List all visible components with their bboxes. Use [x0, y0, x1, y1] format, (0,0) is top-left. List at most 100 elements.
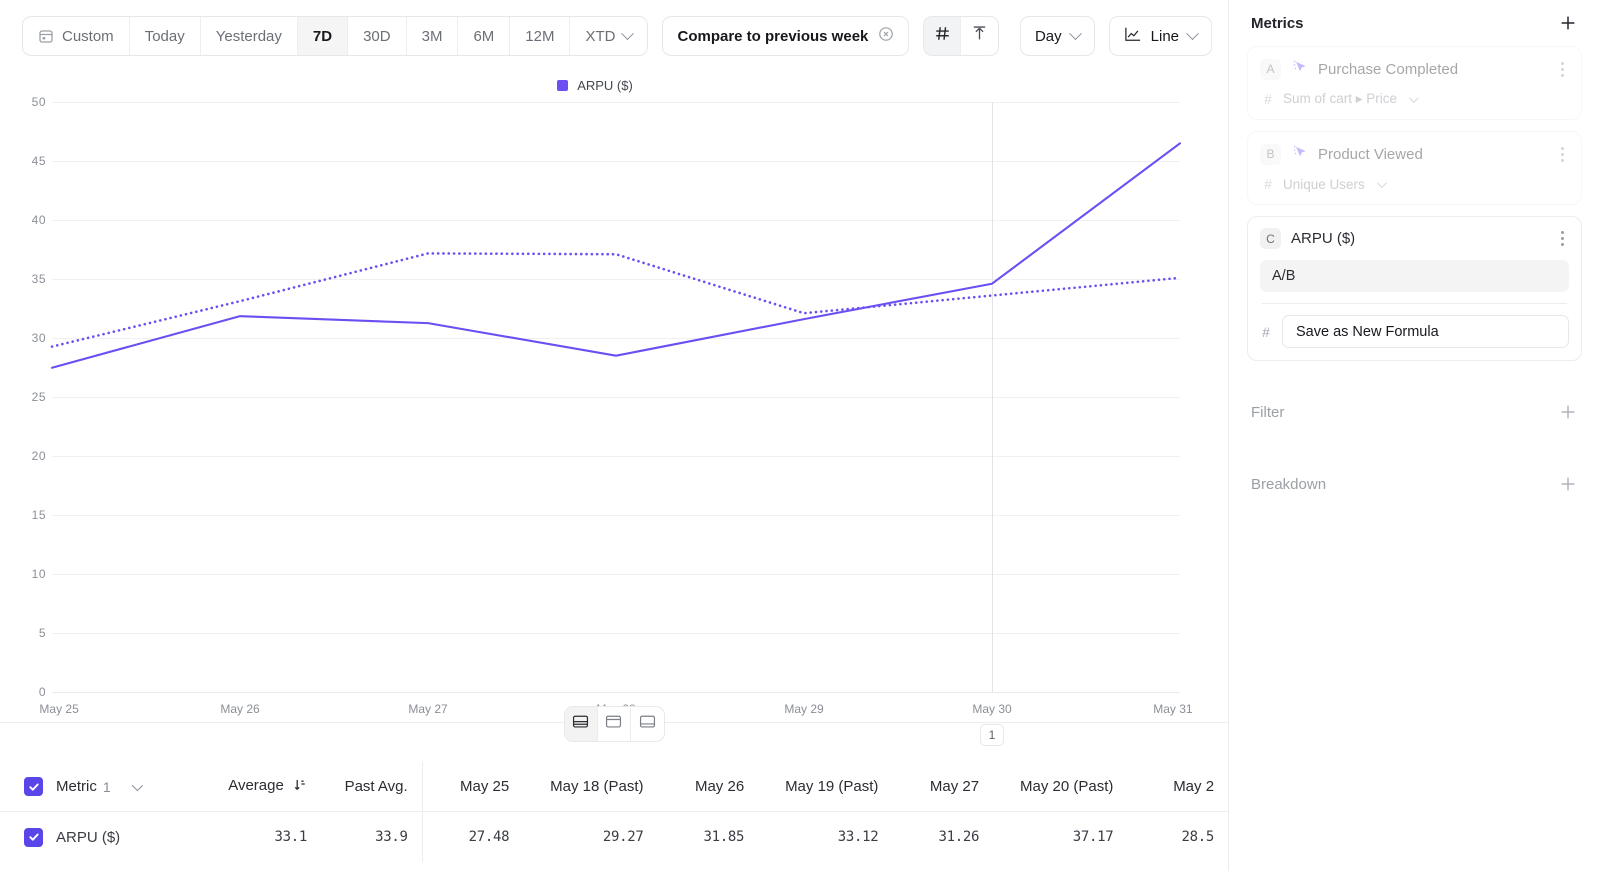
row-checkbox[interactable] [24, 827, 43, 847]
split-bottom-button[interactable] [631, 707, 664, 741]
breakdown-title: Breakdown [1251, 475, 1327, 493]
chart-plot[interactable]: 50 45 40 35 30 25 20 15 10 5 0 1 May 25 May 26 May 27 M… [32, 95, 1193, 746]
metric-card-c[interactable]: C ARPU ($) A/B # Save as New Formula [1247, 216, 1582, 361]
arrow-up-export-icon [971, 25, 988, 47]
metric-aggregation-row[interactable]: # Sum of cart ▸ Price [1260, 91, 1569, 107]
split-horizontal-button[interactable] [564, 707, 598, 741]
granularity-label: Day [1034, 27, 1062, 45]
range-12m[interactable]: 12M [510, 17, 571, 55]
metric-card-b[interactable]: B Product Viewed # Unique Users [1247, 131, 1582, 205]
header-may-25[interactable]: May 25 [460, 778, 510, 795]
select-all-checkbox[interactable] [24, 777, 43, 796]
metric-card-a[interactable]: A Purchase Completed # Sum of cart ▸ Pri… [1247, 46, 1582, 120]
formula-value: A/B [1272, 268, 1296, 284]
hash-icon: # [1264, 91, 1272, 107]
grid-view-button[interactable] [924, 17, 962, 55]
range-7d-label: 7D [312, 27, 333, 45]
chart-view-toggles[interactable] [923, 16, 1000, 56]
add-breakdown-button[interactable] [1558, 474, 1578, 494]
chevron-down-icon [1376, 177, 1387, 188]
range-30d[interactable]: 30D [348, 17, 407, 55]
x-axis-tick-label: May 29 [784, 702, 824, 716]
add-metric-button[interactable] [1558, 13, 1578, 33]
compare-chip[interactable]: Compare to previous week [662, 16, 910, 56]
range-12m-label: 12M [525, 27, 555, 45]
chevron-down-icon [1068, 26, 1082, 40]
chevron-down-icon [1186, 26, 1199, 40]
series-line-current [50, 142, 1182, 369]
y-axis-tick-label: 30 [31, 331, 46, 345]
table-header-row: Metric 1 Average Past Avg. May 25 May 18… [0, 762, 1228, 812]
calendar-icon [38, 28, 54, 44]
x-axis-tick-label: May 25 [39, 702, 79, 716]
y-axis-tick-label: 35 [31, 272, 46, 286]
table-column-divider [421, 812, 423, 862]
header-may-20-past[interactable]: May 20 (Past) [1020, 778, 1114, 795]
table-row[interactable]: ARPU ($) 33.1 33.9 27.48 29.27 31.85 33.… [0, 812, 1228, 862]
metric-badge: C [1260, 228, 1281, 249]
header-past-avg[interactable]: Past Avg. [344, 778, 408, 795]
metrics-section-header: Metrics [1229, 0, 1600, 46]
cell-may-25: 27.48 [468, 829, 510, 845]
filter-section-header: Filter [1229, 389, 1600, 435]
legend-label: ARPU ($) [577, 78, 633, 93]
y-axis-tick-label: 0 [38, 685, 46, 699]
layout-split-toggles [0, 706, 1228, 742]
metric-badge: A [1260, 58, 1281, 80]
range-6m-label: 6M [473, 27, 495, 45]
close-icon[interactable] [878, 26, 894, 46]
right-panel: Metrics A Purchase Completed # Sum of ca… [1228, 0, 1600, 871]
formula-input[interactable]: A/B [1260, 260, 1569, 292]
breakdown-section-header: Breakdown [1229, 461, 1600, 507]
save-as-new-formula-label: Save as New Formula [1296, 323, 1439, 340]
export-button[interactable] [961, 17, 998, 55]
header-may-18-past[interactable]: May 18 (Past) [550, 778, 644, 795]
annotation-marker-badge[interactable]: 1 [980, 724, 1004, 746]
chart-legend[interactable]: ARPU ($) [0, 78, 1190, 93]
range-xtd[interactable]: XTD [570, 17, 647, 55]
metric-menu-icon[interactable] [1555, 231, 1569, 246]
granularity-dropdown[interactable]: Day [1019, 16, 1095, 56]
sort-desc-icon[interactable] [294, 778, 307, 796]
cell-may-next: 28.5 [1181, 829, 1215, 845]
gridline [52, 515, 1180, 516]
filter-title: Filter [1251, 403, 1285, 421]
date-range-segmented-control[interactable]: Custom Today Yesterday 7D 30D 3M 6M 12M … [22, 16, 649, 56]
metrics-title: Metrics [1251, 14, 1304, 32]
range-today[interactable]: Today [130, 17, 201, 55]
chart-type-dropdown[interactable]: Line [1108, 16, 1212, 56]
chart-type-label: Line [1150, 27, 1179, 45]
metric-aggregation-label: Unique Users [1283, 176, 1365, 192]
metric-aggregation-label: Sum of cart ▸ Price [1283, 91, 1398, 106]
header-may-27[interactable]: May 27 [929, 778, 980, 795]
x-axis-tick-label: May 27 [408, 702, 448, 716]
split-top-button[interactable] [598, 707, 631, 741]
range-6m[interactable]: 6M [458, 17, 511, 55]
range-custom[interactable]: Custom [23, 17, 130, 55]
range-yesterday[interactable]: Yesterday [201, 17, 298, 55]
header-may-26[interactable]: May 26 [694, 778, 745, 795]
metric-menu-icon[interactable] [1555, 61, 1569, 77]
header-may-19-past[interactable]: May 19 (Past) [785, 778, 879, 795]
header-may-next[interactable]: May 2 [1173, 778, 1215, 795]
chart-area: ARPU ($) 50 45 40 35 30 25 20 15 10 5 0 1 May 25 May … [0, 72, 1228, 746]
range-3m[interactable]: 3M [407, 17, 459, 55]
range-today-label: Today [144, 27, 185, 45]
y-axis-tick-label: 45 [31, 154, 46, 168]
row-metric-label: ARPU ($) [56, 828, 121, 846]
legend-swatch [557, 80, 569, 91]
header-average[interactable]: Average [220, 777, 321, 795]
metrics-table: Metric 1 Average Past Avg. May 25 May 18… [0, 762, 1228, 862]
range-7d[interactable]: 7D [297, 17, 349, 55]
chevron-down-icon[interactable] [131, 779, 143, 791]
save-as-new-formula-button[interactable]: Save as New Formula [1282, 315, 1569, 348]
metric-menu-icon[interactable] [1555, 146, 1569, 162]
table-column-divider [421, 762, 423, 811]
header-metric-count: 1 [102, 778, 111, 795]
y-axis-tick-label: 15 [31, 508, 46, 522]
chevron-down-icon [1409, 92, 1419, 103]
gridline [52, 279, 1180, 280]
compare-label: Compare to previous week [677, 27, 869, 45]
metric-aggregation-row[interactable]: # Unique Users [1260, 176, 1569, 192]
add-filter-button[interactable] [1558, 402, 1578, 422]
